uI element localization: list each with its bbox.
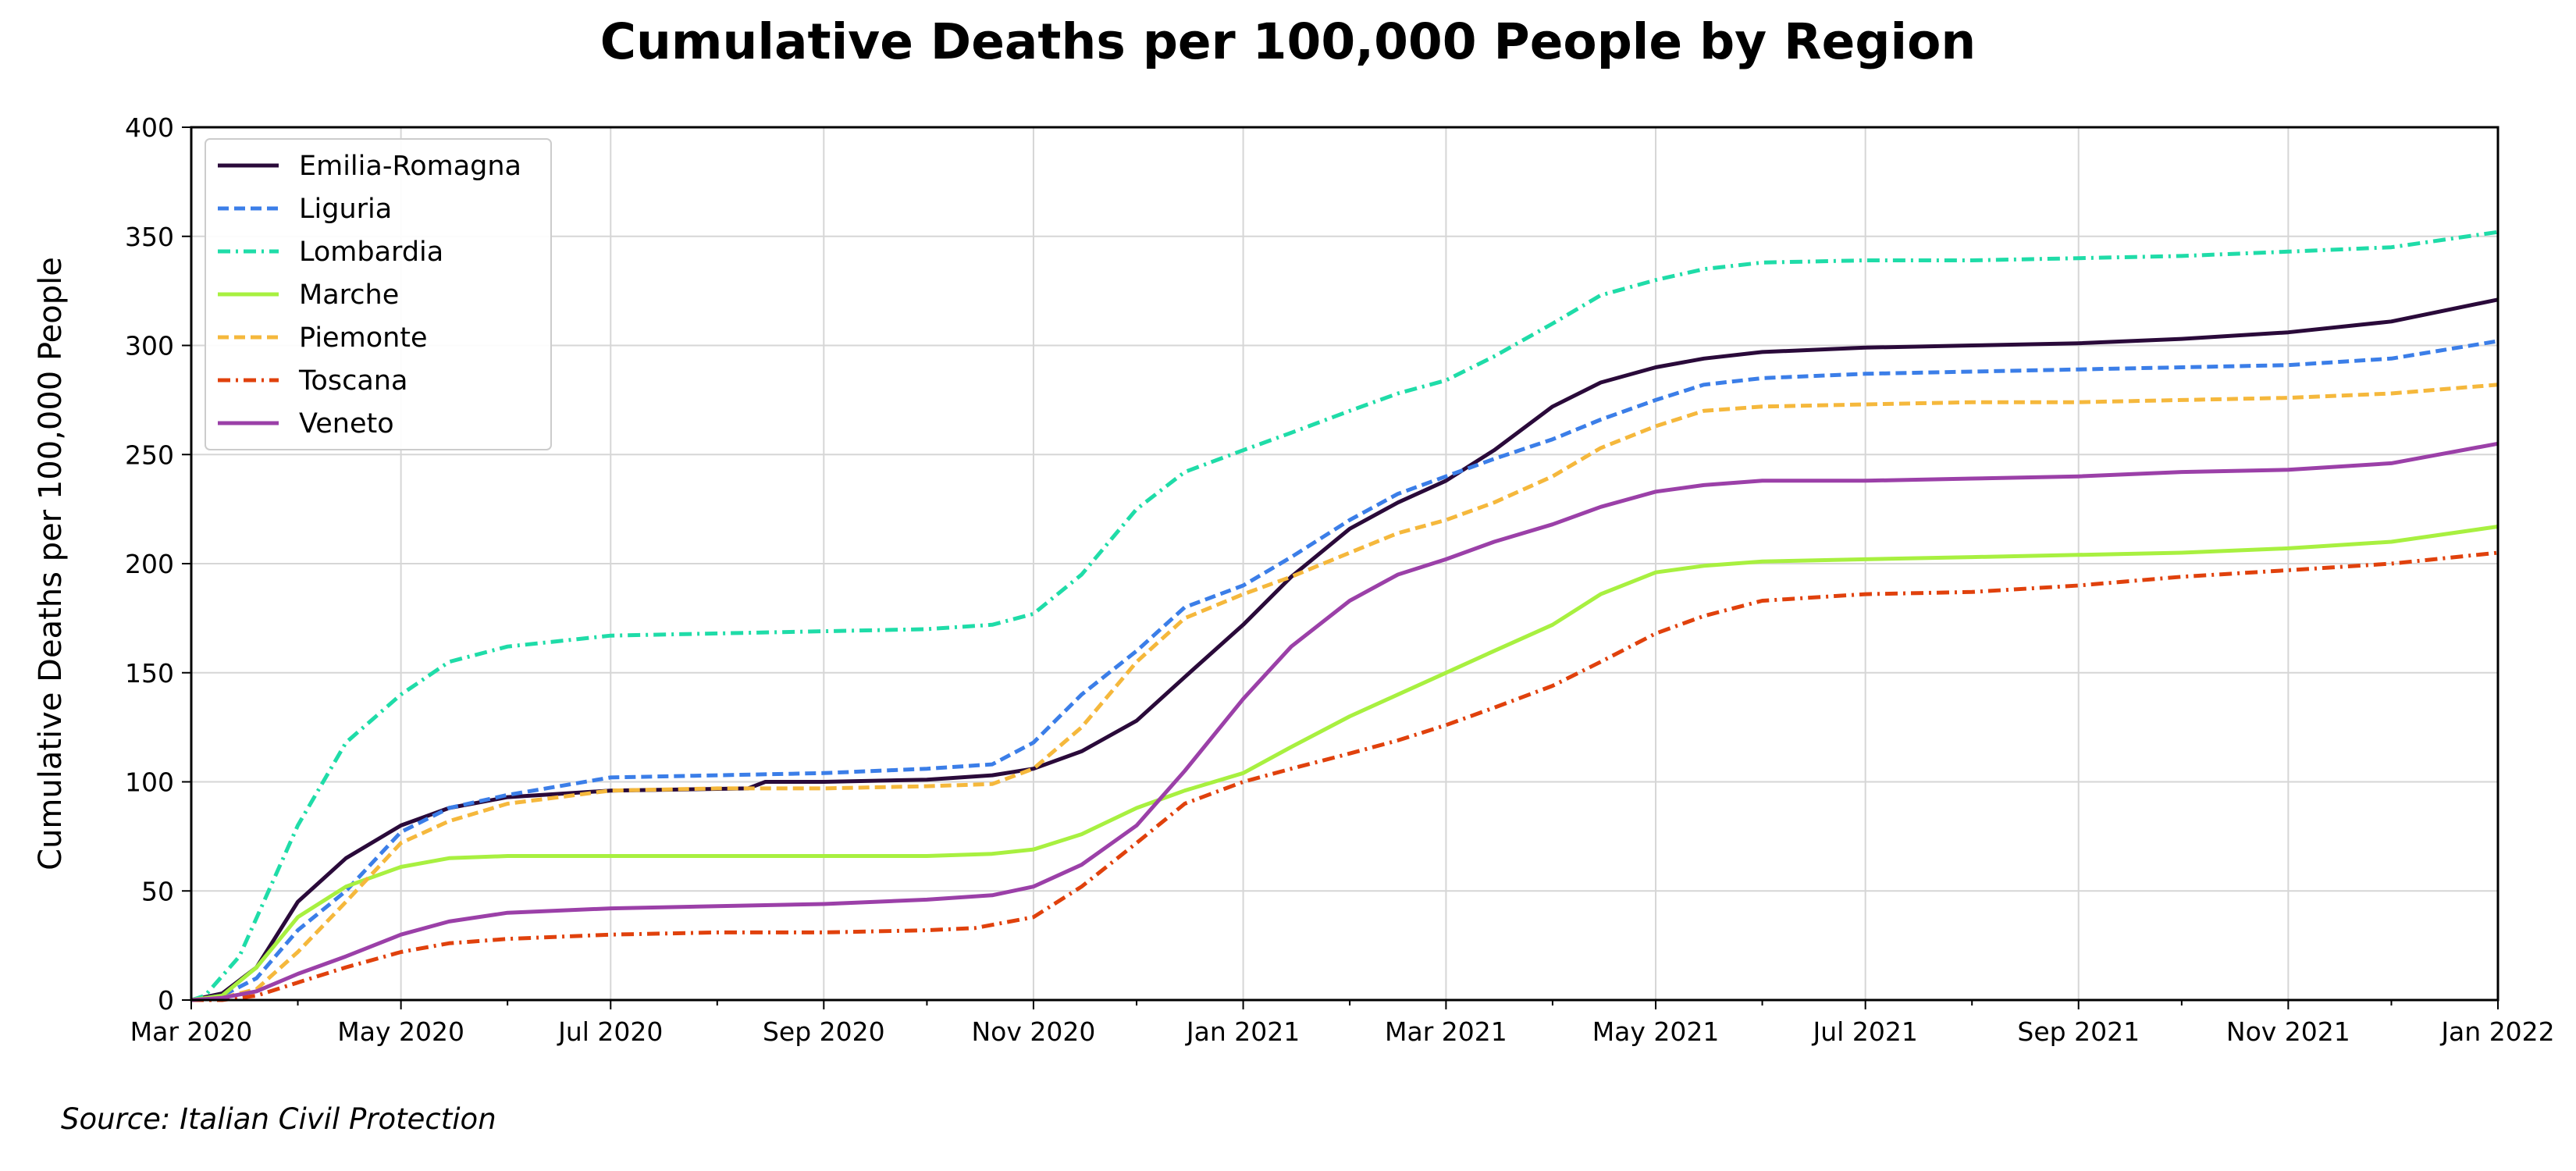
x-tick-label: Sep 2020 <box>763 1016 885 1047</box>
legend-label: Marche <box>299 279 399 311</box>
legend-box <box>205 138 552 450</box>
x-tick-label: Jul 2021 <box>1812 1016 1918 1047</box>
x-tick-label: Jan 2022 <box>2439 1016 2554 1047</box>
series-line-veneto <box>190 441 2499 1002</box>
x-tick-label: Mar 2021 <box>1385 1016 1507 1047</box>
y-tick-label: 50 <box>141 876 174 906</box>
x-tick-label: Nov 2020 <box>972 1016 1096 1047</box>
legend: Emilia-Romagna Liguria Lombardia Marche Piem… <box>205 138 552 450</box>
x-tick-label: Mar 2020 <box>130 1016 253 1047</box>
x-tick-label: Jul 2020 <box>557 1016 663 1047</box>
series-line-piemonte <box>190 383 2499 1002</box>
y-tick-label: 350 <box>125 222 174 252</box>
x-tick-label: Sep 2021 <box>2017 1016 2140 1047</box>
x-tick-label: May 2020 <box>337 1016 464 1047</box>
series-line-liguria <box>190 339 2499 1002</box>
series-line-lombardia <box>190 230 2499 1002</box>
x-tick-label: May 2021 <box>1592 1016 1720 1047</box>
source-note: Source: Italian Civil Protection <box>61 1102 496 1136</box>
axis-layer: 0 50 100 150 200 250 300 350 400 Mar 2020 May 2020… <box>125 112 2555 1047</box>
series-line-marche <box>190 525 2499 1002</box>
legend-label: Toscana <box>298 365 407 397</box>
legend-label: Piemonte <box>299 322 428 354</box>
legend-label: Liguria <box>299 194 392 225</box>
legend-label: Emilia-Romagna <box>299 151 521 182</box>
y-axis-label: Cumulative Deaths per 100,000 People <box>33 257 69 870</box>
series-layer <box>190 230 2499 1002</box>
series-line-toscana <box>191 550 2499 1002</box>
y-tick-label: 100 <box>125 767 174 798</box>
legend-label: Veneto <box>299 408 394 440</box>
y-tick-label: 0 <box>158 985 174 1016</box>
chart-title: Cumulative Deaths per 100,000 People by … <box>600 13 1976 70</box>
x-tick-label: Nov 2021 <box>2226 1016 2350 1047</box>
legend-label: Lombardia <box>299 237 443 268</box>
y-tick-label: 200 <box>125 549 174 579</box>
x-tick-label: Jan 2021 <box>1185 1016 1300 1047</box>
y-tick-label: 250 <box>125 440 174 470</box>
y-tick-label: 150 <box>125 658 174 689</box>
y-tick-label: 400 <box>125 112 174 143</box>
y-tick-label: 300 <box>125 331 174 361</box>
